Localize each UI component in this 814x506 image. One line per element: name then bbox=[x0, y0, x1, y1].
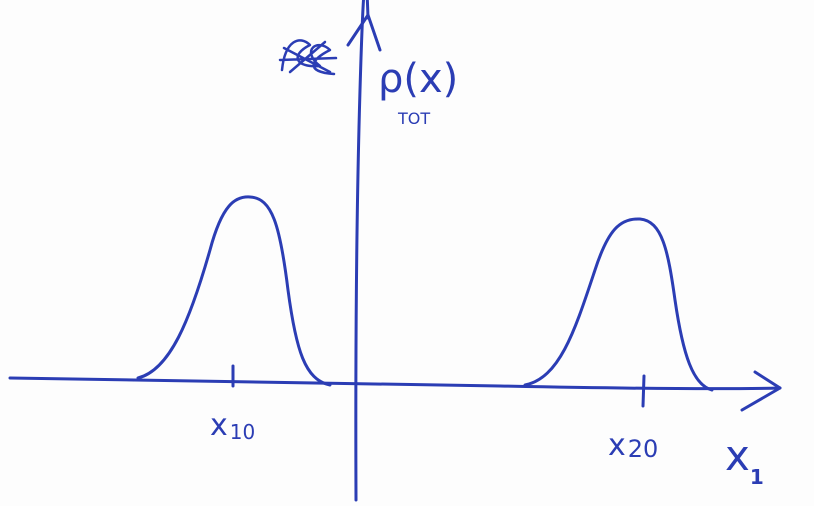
y-axis-label-subscript: TOT bbox=[397, 109, 430, 128]
x-axis-label-text: x bbox=[725, 431, 750, 480]
diagram: ρ(x)TOT x10 x20 x1 bbox=[0, 0, 814, 506]
tick-label-subscript: 10 bbox=[230, 420, 255, 444]
tick-label-text: x bbox=[210, 408, 228, 443]
tick-label-subscript: 20 bbox=[628, 435, 659, 463]
x-axis-label-subscript: 1 bbox=[750, 465, 764, 489]
tick-2 bbox=[643, 376, 644, 406]
tick-label-text: x bbox=[608, 428, 626, 463]
y-axis-label-text: ρ(x) bbox=[378, 56, 458, 102]
